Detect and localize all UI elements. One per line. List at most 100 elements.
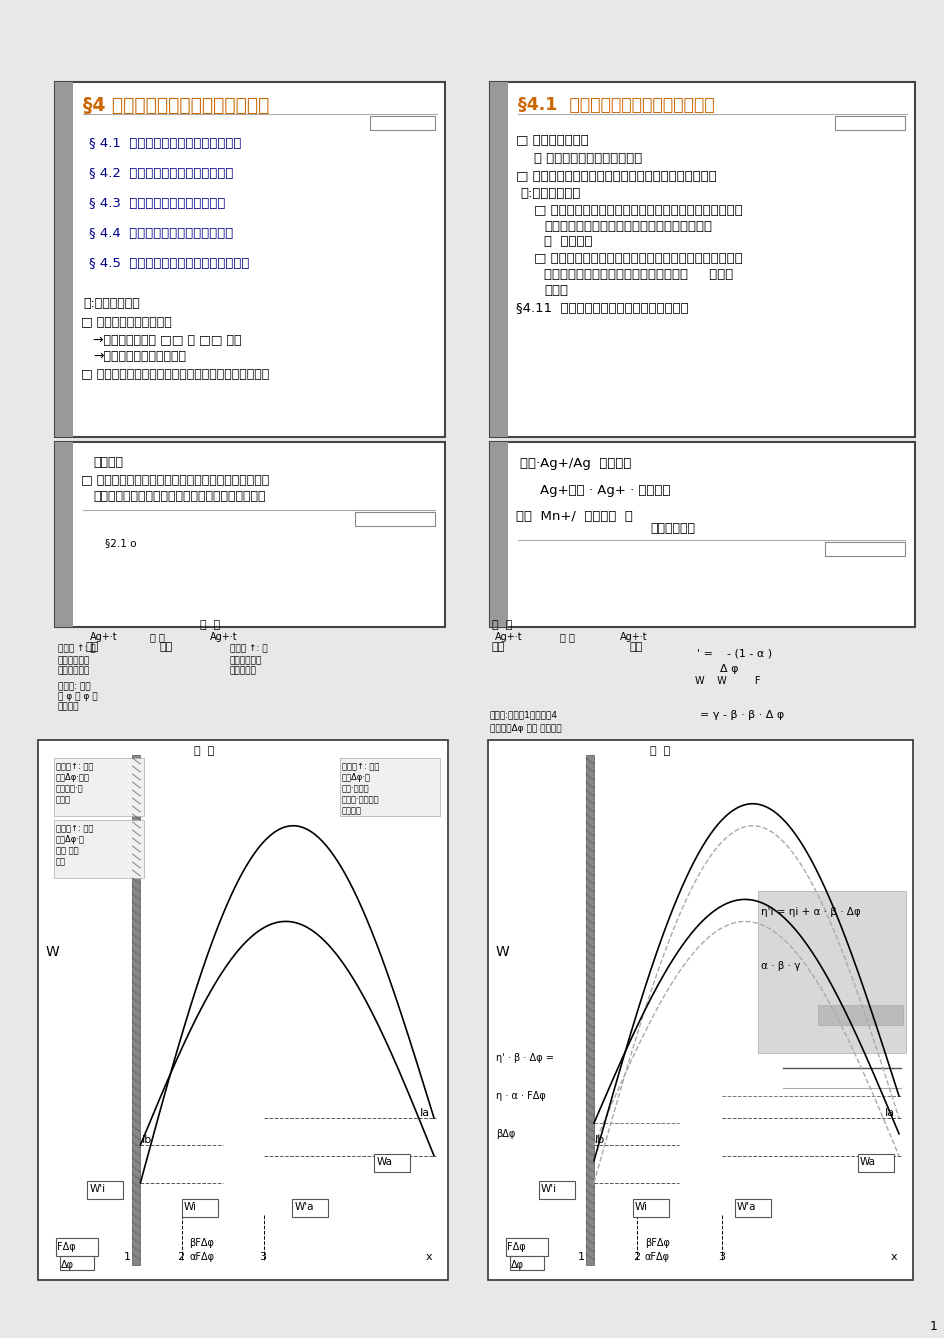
Text: →电化学极化（活化极化）: →电化学极化（活化极化） [93, 351, 186, 363]
Bar [132, 755, 141, 1264]
Bar [54, 759, 143, 816]
Text: 3: 3 [717, 1252, 724, 1262]
Text: □ 当电化学步骤的平衡状态基本上未被破坏时，可通过改: □ 当电化学步骤的平衡状态基本上未被破坏时，可通过改 [533, 203, 742, 217]
Text: x: x [426, 1252, 432, 1262]
Bar [87, 1181, 123, 1199]
Text: 外层电子轨道: 外层电子轨道 [649, 522, 694, 535]
Text: 改变Δφ·晶格: 改变Δφ·晶格 [56, 773, 90, 781]
Bar [490, 442, 914, 628]
Text: □ 电极电势可通过两种不同方式来影响电极反应速度。: □ 电极电势可通过两种不同方式来影响电极反应速度。 [515, 170, 716, 183]
Text: W: W [46, 945, 59, 959]
Text: 溶 界: 溶 界 [150, 632, 164, 642]
Text: Ia: Ia [885, 1108, 894, 1119]
Text: 曲线: 曲线 [56, 858, 66, 866]
Text: →电化学步骤成为 □□ 或 □□ 之一: →电化学步骤成为 □□ 或 □□ 之一 [93, 334, 242, 347]
Text: Wa: Wa [859, 1157, 875, 1167]
Bar [181, 1199, 217, 1218]
Text: 发生曲线: 发生曲线 [342, 805, 362, 815]
Bar [490, 82, 508, 438]
Text: § 4.3  电极反应平衡与电化学极化: § 4.3 电极反应平衡与电化学极化 [89, 197, 225, 210]
Text: W'i: W'i [89, 1184, 105, 1193]
Text: □ 此时，无需知道电化学步骤的速度及其动力学参数，只: □ 此时，无需知道电化学步骤的速度及其动力学参数，只 [533, 252, 742, 265]
Text: 晶格: 晶格 [492, 642, 505, 652]
Text: βFΔφ: βFΔφ [644, 1238, 669, 1248]
Text: W'a: W'a [294, 1202, 313, 1212]
Text: Ag+·t: Ag+·t [495, 632, 522, 642]
Text: βFΔφ: βFΔφ [190, 1238, 214, 1248]
Bar [55, 82, 445, 438]
Text: 变化 势垒: 变化 势垒 [56, 846, 78, 855]
Bar [824, 542, 904, 557]
Text: FΔφ: FΔφ [57, 1242, 76, 1252]
Text: W'a: W'a [735, 1202, 755, 1212]
Text: = γ - β · β · Δ φ: = γ - β · β · Δ φ [700, 710, 784, 720]
Text: §4.1  电极电势对电极反应速度的影响: §4.1 电极电势对电极反应速度的影响 [517, 96, 714, 114]
Text: Δφ: Δφ [61, 1260, 74, 1270]
Bar [370, 116, 434, 130]
Text: 变电势来改变，从而间接地影响反应粒子的扩散: 变电势来改变，从而间接地影响反应粒子的扩散 [544, 219, 711, 233]
Text: 为 φ 可 φ 的: 为 φ 可 φ 的 [58, 692, 97, 701]
Text: Ag+溶液 · Ag+ · 金属晶格: Ag+溶液 · Ag+ · 金属晶格 [539, 484, 670, 496]
Text: 在溶液中进出: 在溶液中进出 [58, 656, 91, 665]
Bar [490, 82, 914, 438]
Bar [292, 1199, 328, 1218]
Text: 变化·改变中: 变化·改变中 [342, 784, 369, 793]
Text: η' · β · Δφ =: η' · β · Δφ = [496, 1053, 553, 1064]
Text: － 反应速度与电极电势有关。: － 反应速度与电极电势有关。 [533, 153, 642, 165]
Bar [733, 1199, 769, 1218]
Text: 2: 2 [177, 1252, 184, 1262]
Text: W'i: W'i [540, 1184, 557, 1193]
Text: 例：·Ag+/Ag  电极体系: 例：·Ag+/Ag 电极体系 [519, 458, 631, 470]
Text: □ 电化学步骤活化能较高: □ 电化学步骤活化能较高 [81, 316, 172, 329]
Text: 氧  化: 氧 化 [194, 747, 214, 756]
Text: 当极改变Δφ 变化 势垒面波: 当极改变Δφ 变化 势垒面波 [490, 724, 561, 733]
Text: Ag+·t: Ag+·t [210, 632, 237, 642]
Text: Ib: Ib [142, 1135, 151, 1145]
Text: 能曲线 ↑: 当: 能曲线 ↑: 当 [58, 644, 95, 653]
Text: 由晶体进出时: 由晶体进出时 [229, 656, 262, 665]
Text: □ 此时，改变电势可直接改变电化学步骤和整个电极反: □ 此时，改变电势可直接改变电化学步骤和整个电极反 [81, 368, 269, 381]
Text: αFΔφ: αFΔφ [190, 1252, 214, 1262]
Bar [340, 759, 440, 816]
Text: Δφ: Δφ [511, 1260, 524, 1270]
Text: 势垒曲线: 势垒曲线 [58, 702, 79, 710]
Bar [55, 82, 73, 438]
Text: Ag+·t: Ag+·t [90, 632, 117, 642]
Text: 的电外·变化曲线: 的电外·变化曲线 [342, 795, 379, 804]
Text: 溶液: 溶液 [630, 642, 643, 652]
Text: □ 本节主要讨论电化学极化，为了使问题简化，在下面: □ 本节主要讨论电化学极化，为了使问题简化，在下面 [81, 474, 269, 487]
Bar [505, 1238, 548, 1256]
Text: §4.11  电极电势对电化学反应活化能的影响: §4.11 电极电势对电化学反应活化能的影响 [515, 302, 688, 314]
Text: （:）热力学方式: （:）热力学方式 [519, 187, 580, 199]
Bar [355, 512, 434, 526]
Text: 的势垒面波: 的势垒面波 [229, 666, 257, 674]
Text: 能曲线 ↑: 当: 能曲线 ↑: 当 [229, 644, 267, 653]
Text: 2: 2 [632, 1252, 639, 1262]
Text: Ag+·t: Ag+·t [619, 632, 647, 642]
Text: η · α · FΔφ: η · α · FΔφ [496, 1090, 546, 1101]
Text: 的讨论中假设浓度极化可忽略，电化学步骤是唯一的: 的讨论中假设浓度极化可忽略，电化学步骤是唯一的 [93, 490, 265, 503]
Text: 溶液: 溶液 [160, 642, 173, 652]
Bar [834, 116, 904, 130]
Bar [55, 442, 73, 628]
Text: 能曲线:一曲线1一能曲线4: 能曲线:一曲线1一能曲线4 [490, 710, 557, 719]
Bar [487, 740, 912, 1280]
Bar [490, 442, 508, 628]
Text: 化曲线: 化曲线 [56, 795, 71, 804]
Bar [510, 1256, 544, 1270]
Text: □ 电极反应的特点: □ 电极反应的特点 [515, 134, 588, 147]
Text: 能曲线↑: 电势: 能曲线↑: 电势 [342, 763, 379, 771]
Text: 1: 1 [929, 1321, 936, 1333]
Text: 3: 3 [260, 1252, 266, 1262]
Text: α · β · γ: α · β · γ [760, 962, 800, 971]
Text: Ib: Ib [595, 1135, 604, 1145]
Text: Wi: Wi [633, 1202, 647, 1212]
Bar [55, 442, 445, 628]
Text: 氧  化: 氧 化 [200, 619, 220, 630]
Bar [818, 1005, 902, 1025]
Text: 1: 1 [124, 1252, 131, 1262]
Text: αFΔφ: αFΔφ [644, 1252, 669, 1262]
Text: βΔφ: βΔφ [496, 1129, 514, 1139]
Text: 能曲线↑: 电势: 能曲线↑: 电势 [56, 763, 93, 771]
Bar [538, 1181, 574, 1199]
